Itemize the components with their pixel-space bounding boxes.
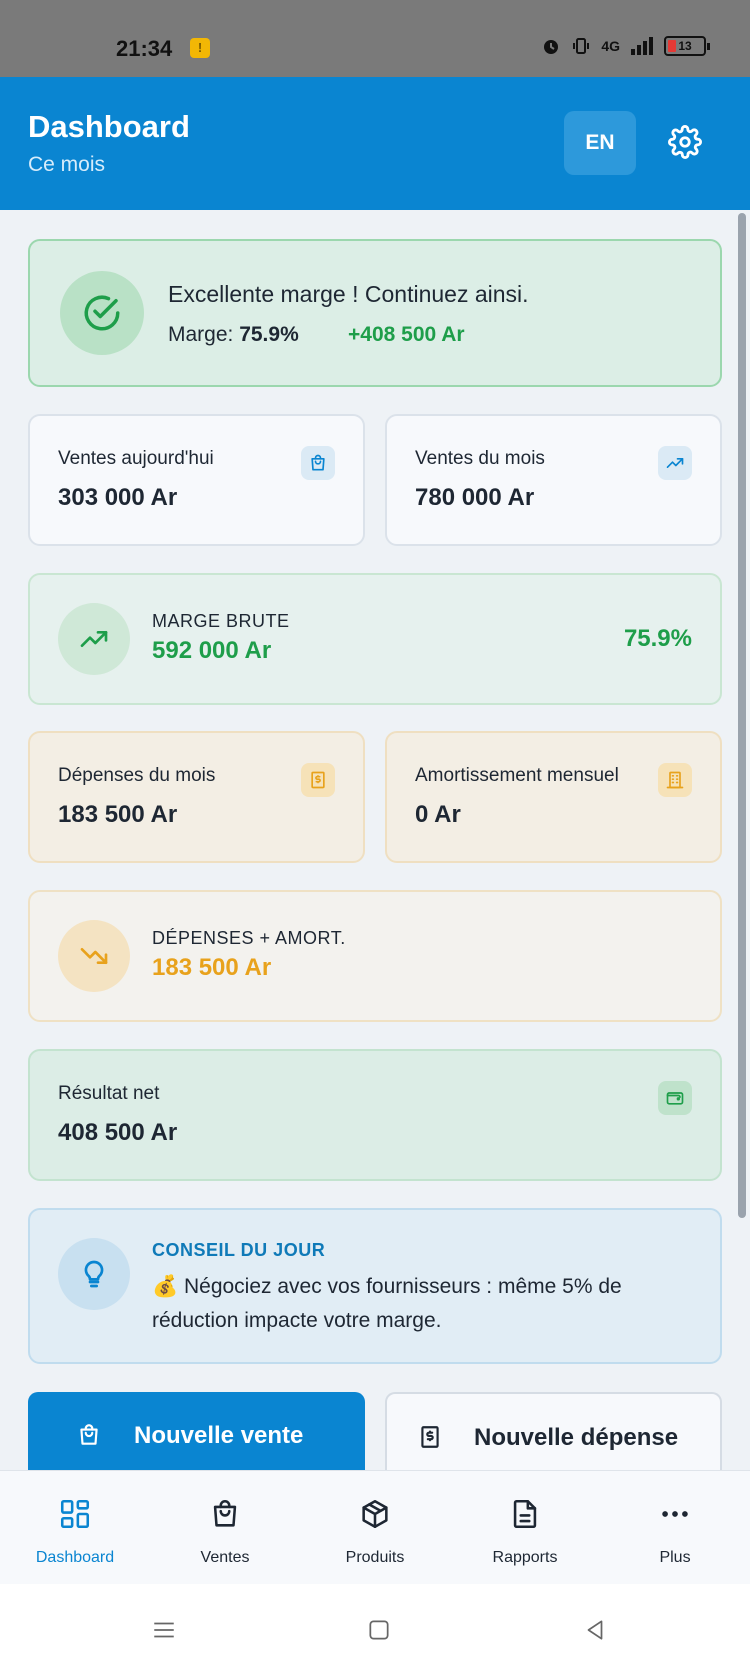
signal-icon — [631, 37, 653, 55]
banner-gain: +408 500 Ar — [348, 323, 465, 346]
trend-badge — [58, 603, 130, 675]
battery-icon: 13 — [664, 36, 710, 56]
banner-margin: Marge: 75.9% — [168, 323, 299, 347]
nav-dashboard-label: Dashboard — [35, 1549, 115, 1566]
settings-gear-icon[interactable] — [668, 125, 702, 159]
system-navigation-bar — [0, 1584, 750, 1675]
expenses-month-value: 183 500 Ar — [58, 801, 178, 828]
language-button[interactable]: EN — [564, 111, 636, 175]
wallet-icon — [666, 1092, 684, 1105]
sales-today-label: Ventes aujourd'hui — [58, 448, 214, 469]
new-expense-button[interactable]: Nouvelle dépense — [385, 1392, 722, 1472]
gross-margin-card[interactable]: MARGE BRUTE 592 000 Ar 75.9% — [28, 573, 722, 705]
tip-title: CONSEIL DU JOUR — [152, 1240, 326, 1260]
trending-down-icon — [80, 948, 108, 964]
gross-margin-label: MARGE BRUTE — [152, 611, 290, 631]
more-icon — [662, 1511, 688, 1517]
net-result-label: Résultat net — [58, 1083, 160, 1104]
status-time: 21:34 — [116, 36, 173, 61]
system-icons: 4G 13 — [541, 36, 710, 56]
vibrate-icon — [573, 38, 590, 54]
banner-message: Excellente marge ! Continuez ainsi. — [168, 281, 529, 307]
net-result-card[interactable]: Résultat net 408 500 Ar — [28, 1049, 722, 1181]
trending-up-icon — [80, 631, 108, 647]
network-type: 4G — [601, 38, 620, 54]
battery-level: 13 — [678, 39, 692, 53]
nav-plus[interactable]: Plus — [600, 1471, 750, 1584]
amortization-value: 0 Ar — [415, 801, 461, 828]
net-result-value: 408 500 Ar — [58, 1119, 178, 1146]
expenses-amort-value: 183 500 Ar — [152, 954, 272, 981]
sales-today-card[interactable]: Ventes aujourd'hui 303 000 Ar — [28, 414, 365, 546]
scrollbar[interactable] — [738, 213, 746, 1218]
status-bar: 21:34 ! 4G 13 — [0, 0, 750, 77]
home-icon[interactable] — [366, 1617, 392, 1643]
nav-rapports[interactable]: Rapports — [450, 1471, 600, 1584]
page-subtitle: Ce mois — [28, 153, 106, 176]
back-icon[interactable] — [582, 1617, 608, 1643]
receipt-dollar-icon — [311, 771, 325, 789]
banner-margin-value: 75.9% — [239, 323, 299, 346]
check-circle-badge — [60, 271, 144, 355]
trending-up-icon — [666, 458, 684, 468]
notification-icon: ! — [190, 38, 210, 58]
lightbulb-icon — [84, 1260, 104, 1288]
box-icon — [362, 1499, 388, 1529]
trend-chip — [658, 446, 692, 480]
new-sale-label: Nouvelle vente — [134, 1422, 304, 1449]
sales-month-label: Ventes du mois — [415, 448, 545, 469]
nav-ventes[interactable]: Ventes — [150, 1471, 300, 1584]
nav-produits[interactable]: Produits — [300, 1471, 450, 1584]
page-title: Dashboard — [28, 109, 190, 144]
new-expense-label: Nouvelle dépense — [474, 1424, 679, 1451]
lightbulb-badge — [58, 1238, 130, 1310]
expenses-month-card[interactable]: Dépenses du mois 183 500 Ar — [28, 731, 365, 863]
gross-margin-percent: 75.9% — [623, 625, 692, 652]
amortization-card[interactable]: Amortissement mensuel 0 Ar — [385, 731, 722, 863]
nav-rapports-label: Rapports — [492, 1549, 558, 1566]
bottom-navigation: Dashboard Ventes Produits Rapports Plus — [0, 1470, 750, 1584]
bag-icon — [80, 1424, 98, 1445]
tip-text: 💰 Négociez avec vos fournisseurs : même … — [152, 1275, 622, 1332]
tip-of-the-day-card: CONSEIL DU JOUR 💰 Négociez avec vos four… — [28, 1208, 722, 1364]
sales-month-value: 780 000 Ar — [415, 484, 535, 511]
gross-margin-value: 592 000 Ar — [152, 637, 272, 664]
receipt-dollar-icon — [421, 1426, 439, 1448]
nav-produits-label: Produits — [345, 1549, 405, 1566]
expenses-amort-label: DÉPENSES + AMORT. — [152, 928, 346, 948]
expenses-month-label: Dépenses du mois — [58, 765, 216, 786]
building-icon — [666, 771, 684, 789]
nav-plus-label: Plus — [659, 1549, 691, 1566]
alarm-icon — [544, 40, 559, 54]
document-icon — [513, 1499, 537, 1529]
nav-ventes-label: Ventes — [200, 1549, 250, 1566]
bag-chip — [301, 446, 335, 480]
nav-dashboard[interactable]: Dashboard — [0, 1471, 150, 1584]
trend-down-badge — [58, 920, 130, 992]
expenses-amort-card[interactable]: DÉPENSES + AMORT. 183 500 Ar — [28, 890, 722, 1022]
grid-icon — [60, 1499, 90, 1529]
building-chip — [658, 763, 692, 797]
check-circle-icon — [84, 295, 120, 331]
banner-margin-label: Marge: — [168, 323, 234, 346]
receipt-chip — [301, 763, 335, 797]
margin-banner: Excellente marge ! Continuez ainsi. Marg… — [28, 239, 722, 387]
new-sale-button[interactable]: Nouvelle vente — [28, 1392, 365, 1472]
sales-today-value: 303 000 Ar — [58, 484, 178, 511]
sales-month-card[interactable]: Ventes du mois 780 000 Ar — [385, 414, 722, 546]
amortization-label: Amortissement mensuel — [415, 765, 619, 786]
wallet-chip — [658, 1081, 692, 1115]
bag-icon — [213, 1499, 237, 1527]
menu-icon[interactable] — [151, 1617, 177, 1643]
app-header: Dashboard Ce mois EN — [0, 77, 750, 210]
bag-icon — [311, 454, 325, 471]
